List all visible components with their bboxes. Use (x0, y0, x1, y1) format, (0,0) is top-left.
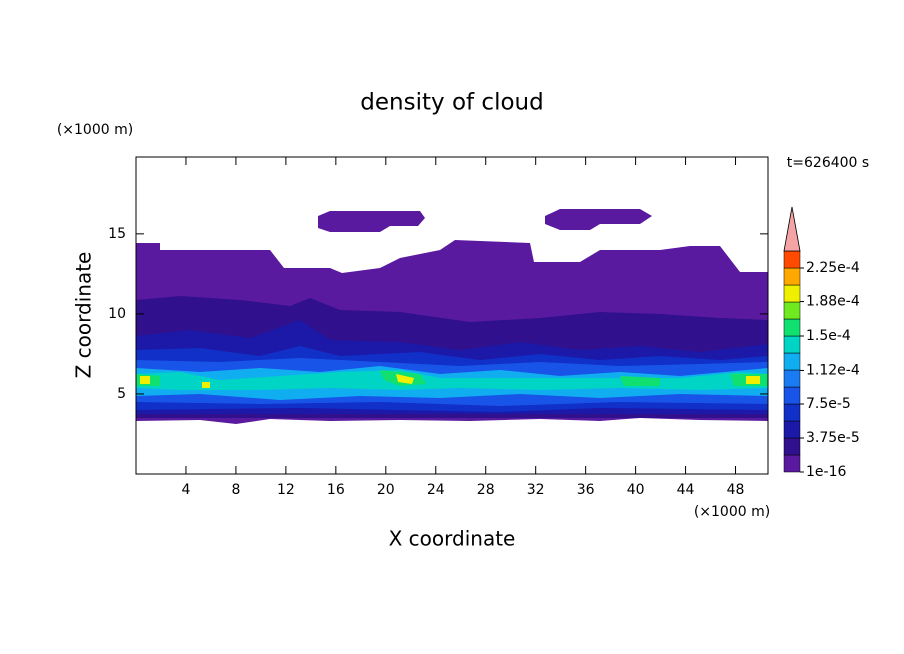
colorbar-label: 7.5e-5 (806, 396, 851, 412)
colorbar-band (783, 267, 801, 286)
colorbar-band (783, 335, 801, 354)
contour-region (620, 376, 660, 386)
chart-title: density of cloud (360, 90, 543, 116)
y-tick-label: 15 (108, 226, 126, 242)
plot-frame (135, 156, 769, 475)
y-axis-title: Z coordinate (72, 252, 96, 379)
colorbar-label: 3.75e-5 (806, 430, 860, 446)
y-tick-label: 5 (117, 386, 126, 402)
colorbar-label: 1e-16 (806, 464, 846, 480)
x-tick-label: 40 (627, 482, 645, 498)
colorbar-band (783, 420, 801, 439)
x-tick-label: 32 (527, 482, 545, 498)
time-label: t=626400 s (787, 155, 869, 171)
x-axis-title: X coordinate (389, 527, 516, 551)
contour-region (140, 376, 150, 384)
contour-region (396, 374, 414, 384)
colorbar-band (783, 318, 801, 337)
contour-field (136, 209, 768, 424)
colorbar-label: 1.5e-4 (806, 328, 851, 344)
x-tick-label: 28 (477, 482, 495, 498)
x-tick-label: 36 (577, 482, 595, 498)
contour-region (746, 376, 760, 384)
colorbar-band (783, 437, 801, 456)
colorbar-band (783, 352, 801, 371)
x-tick-label: 12 (277, 482, 295, 498)
x-tick-label: 4 (181, 482, 190, 498)
colorbar-extend (783, 206, 801, 252)
colorbar-label: 1.88e-4 (806, 294, 860, 310)
colorbar-band (783, 454, 801, 473)
x-tick-label: 16 (327, 482, 345, 498)
colorbar-band (783, 386, 801, 405)
colorbar-band (783, 250, 801, 269)
x-unit: (×1000 m) (694, 504, 770, 520)
colorbar-label: 2.25e-4 (806, 260, 860, 276)
contour-region (202, 382, 210, 388)
x-tick-label: 44 (677, 482, 695, 498)
colorbar-band (783, 284, 801, 303)
contour-region (136, 370, 768, 390)
x-tick-label: 20 (377, 482, 395, 498)
contour-region (545, 209, 652, 230)
colorbar-band (783, 301, 801, 320)
x-tick-label: 24 (427, 482, 445, 498)
colorbar-band (783, 369, 801, 388)
contour-region (318, 211, 425, 232)
x-tick-label: 48 (727, 482, 745, 498)
colorbar-label: 1.12e-4 (806, 362, 860, 378)
x-tick-label: 8 (231, 482, 240, 498)
colorbar-band (783, 403, 801, 422)
y-tick-label: 10 (108, 306, 126, 322)
y-unit: (×1000 m) (57, 122, 133, 138)
